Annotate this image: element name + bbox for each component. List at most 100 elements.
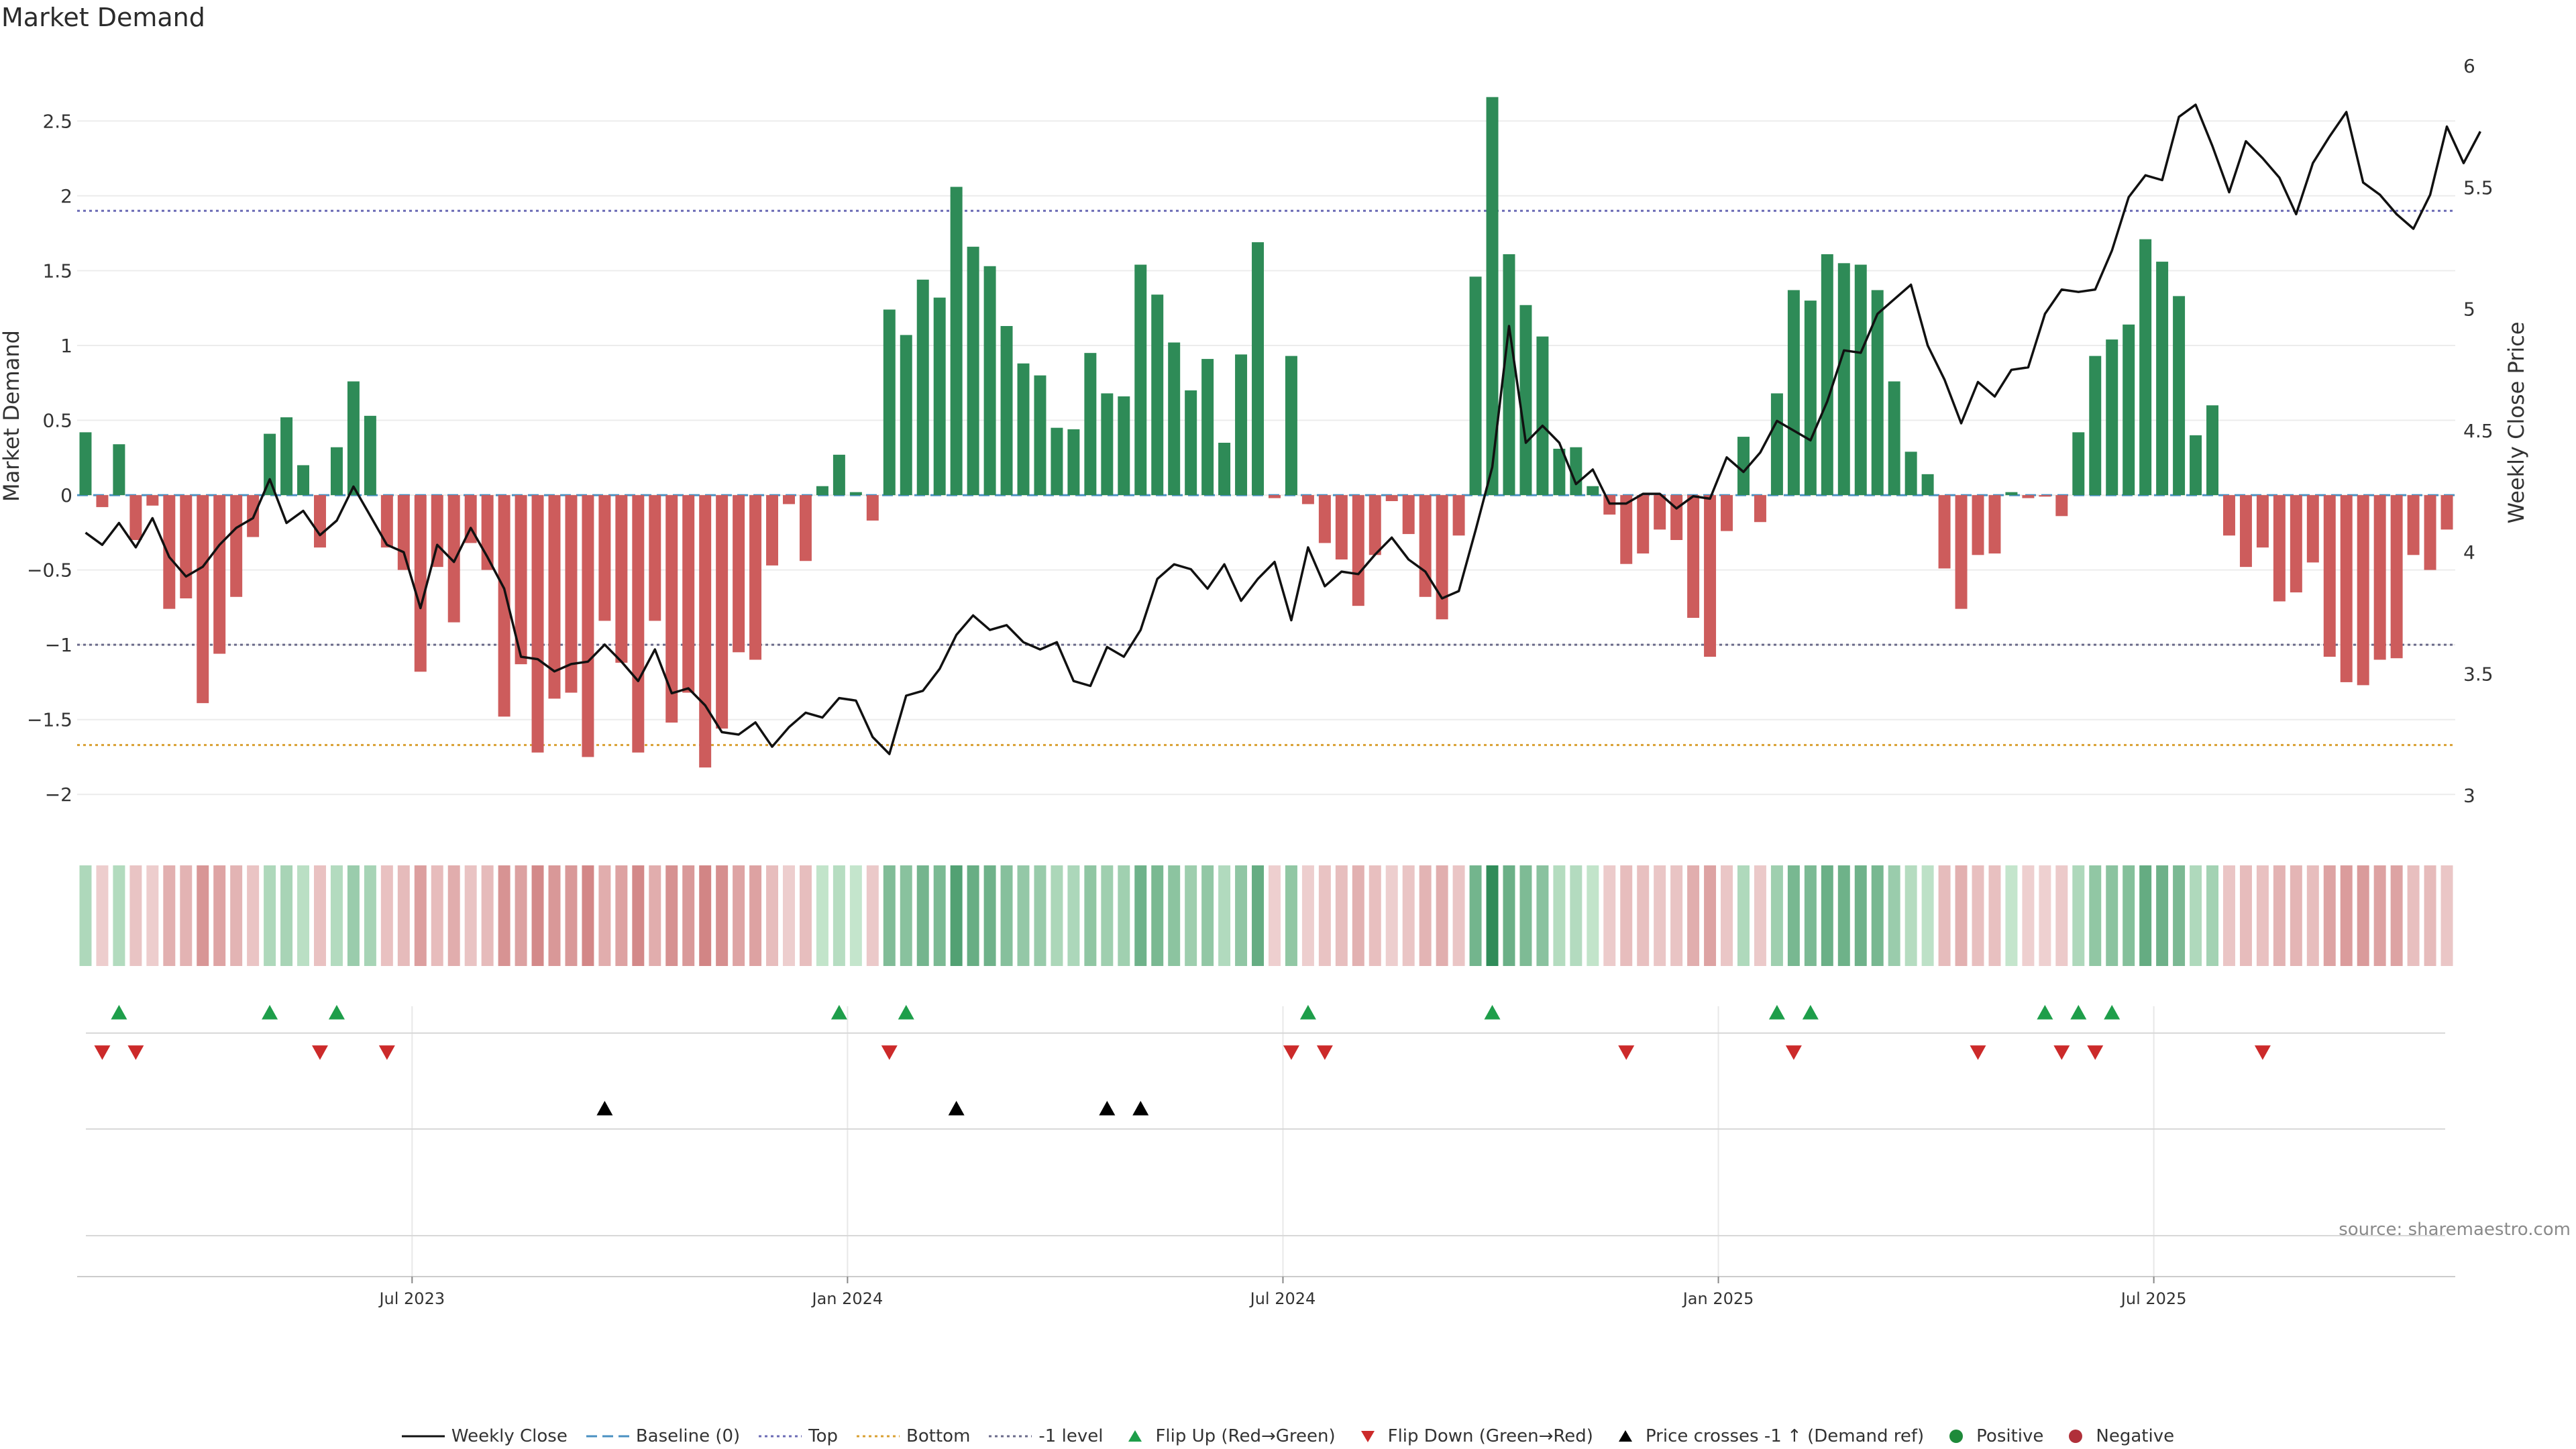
heat-cell — [1352, 865, 1364, 966]
demand-bar — [866, 495, 879, 521]
heat-cell — [649, 865, 661, 966]
demand-bar — [1854, 264, 1867, 496]
demand-bar — [515, 495, 527, 665]
x-tick-label: Jan 2025 — [1682, 1289, 1754, 1308]
demand-bar — [598, 495, 611, 621]
demand-bar — [699, 495, 712, 768]
heat-cell — [749, 865, 762, 966]
demand-bar — [1201, 359, 1214, 496]
heat-cell — [916, 865, 929, 966]
heat-cell — [1637, 865, 1650, 966]
heat-cell — [2440, 865, 2453, 966]
demand-bar — [1419, 495, 1432, 597]
heat-cell — [1921, 865, 1934, 966]
heat-cell — [364, 865, 376, 966]
demand-bar — [1101, 393, 1114, 496]
y2-tick-label: 6 — [2463, 55, 2475, 77]
heat-cell — [1335, 865, 1348, 966]
demand-bar — [1737, 437, 1750, 496]
axes: 2.5 2 1.5 1 0.5 0 −0.5 −1 −1.5 −2 6 5.5 5 4.5 4 3.5 3 Mar… — [0, 55, 2529, 807]
heat-cell — [1837, 865, 1850, 966]
flip-up-marker — [1768, 1005, 1785, 1020]
demand-bar — [1536, 336, 1549, 496]
demand-bar — [1252, 242, 1265, 496]
heat-cell — [598, 865, 611, 966]
demand-bar — [1235, 354, 1248, 496]
demand-bar — [1654, 495, 1666, 530]
demand-bar — [1368, 495, 1381, 555]
heat-cell — [1787, 865, 1800, 966]
flip-up-marker — [830, 1005, 847, 1020]
demand-bar — [1385, 495, 1398, 501]
y-tick-label: −1.5 — [27, 709, 72, 731]
demand-bar — [1955, 495, 1968, 609]
heat-cell — [1620, 865, 1633, 966]
heat-cell — [1201, 865, 1214, 966]
y-tick-label: −2 — [45, 784, 72, 806]
heat-cell — [682, 865, 695, 966]
flip-down-marker — [2087, 1045, 2104, 1060]
grid-lines — [77, 120, 2455, 1281]
cross-marker — [1132, 1101, 1149, 1116]
x-tick-label: Jan 2024 — [811, 1289, 883, 1308]
demand-bar — [163, 495, 176, 609]
legend-cross-label: Price crosses -1 ↑ (Demand ref) — [1645, 1426, 1925, 1446]
flip-down-marker — [127, 1045, 144, 1060]
flip-down-marker — [1785, 1045, 1802, 1060]
demand-bar — [1218, 443, 1231, 496]
demand-bar — [1904, 451, 1917, 496]
heat-cell — [1770, 865, 1783, 966]
heat-cell — [2123, 865, 2135, 966]
heat-cell — [1151, 865, 1164, 966]
demand-bar — [1436, 495, 1448, 620]
heat-cell — [213, 865, 226, 966]
cross-marker — [1099, 1101, 1116, 1116]
flip-down-marker — [1618, 1045, 1635, 1060]
flip-down-marker — [881, 1045, 898, 1060]
demand-bar — [2290, 495, 2302, 593]
legend-baseline-label: Baseline (0) — [635, 1426, 741, 1446]
heat-cell — [1587, 865, 1599, 966]
heat-cell — [1988, 865, 2001, 966]
heat-cell — [716, 865, 729, 966]
demand-bar — [967, 246, 979, 496]
heat-cell — [481, 865, 494, 966]
heat-cell — [1704, 865, 1717, 966]
heat-cell — [833, 865, 845, 966]
legend-positive: Positive — [1943, 1426, 2043, 1446]
heat-cell — [2357, 865, 2369, 966]
heat-cell — [1084, 865, 1097, 966]
heat-cell — [347, 865, 360, 966]
heat-cell — [967, 865, 979, 966]
flip-up-marker — [262, 1005, 278, 1020]
demand-bar — [498, 495, 511, 717]
demand-bar — [1051, 427, 1063, 496]
y2-tick-label: 4.5 — [2463, 420, 2493, 442]
demand-bar — [1335, 495, 1348, 559]
demand-bar — [1670, 495, 1683, 540]
heat-cell — [582, 865, 594, 966]
demand-bar — [1787, 290, 1800, 496]
demand-bar — [2390, 495, 2403, 659]
heat-cell — [1168, 865, 1181, 966]
heat-cell — [1402, 865, 1415, 966]
flip-up-marker — [111, 1005, 127, 1020]
demand-bar — [1888, 381, 1900, 496]
demand-bar — [2072, 432, 2085, 496]
x-tick-label: Jul 2025 — [2120, 1289, 2187, 1308]
heat-cell — [849, 865, 862, 966]
price-line — [85, 103, 2481, 755]
heat-cell — [665, 865, 678, 966]
heat-cell — [1235, 865, 1248, 966]
demand-bar — [749, 495, 762, 660]
legend-minus1-label: -1 level — [1038, 1426, 1104, 1446]
heat-cell — [1721, 865, 1733, 966]
demand-bar — [716, 495, 729, 729]
heat-cell — [1000, 865, 1013, 966]
demand-bar — [1519, 305, 1532, 496]
demand-bar — [2190, 435, 2202, 496]
demand-bar — [314, 495, 326, 548]
demand-bar — [733, 495, 745, 653]
heat-cell — [1904, 865, 1917, 966]
heat-cell — [2340, 865, 2353, 966]
